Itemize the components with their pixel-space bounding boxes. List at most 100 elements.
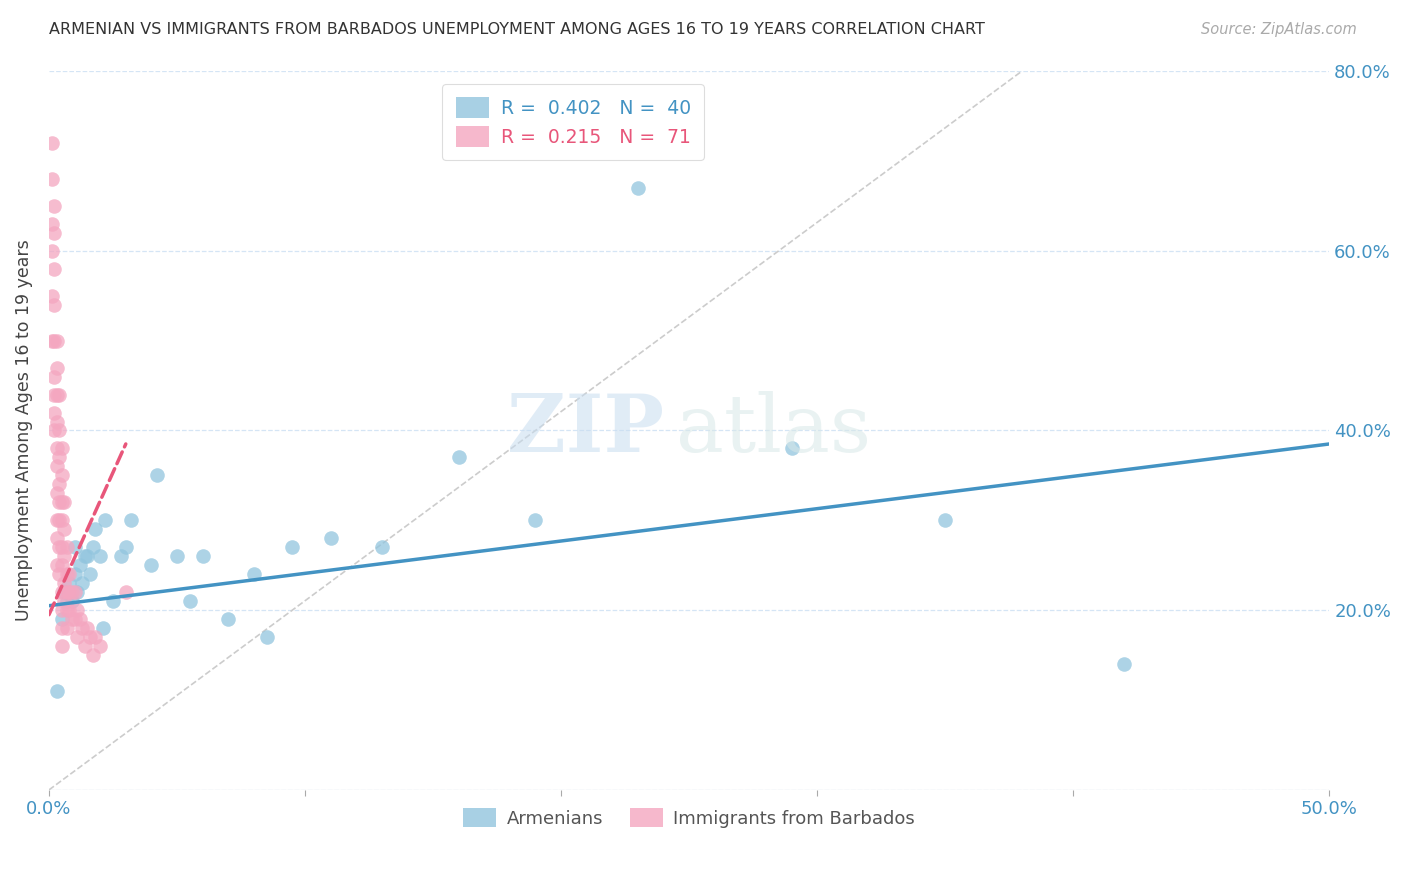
Point xyxy=(45,334,67,348)
Point xyxy=(63,585,86,599)
Text: Source: ZipAtlas.com: Source: ZipAtlas.com xyxy=(1201,22,1357,37)
Point xyxy=(120,513,142,527)
Point xyxy=(45,684,67,698)
Point xyxy=(780,442,803,456)
Point xyxy=(45,558,67,573)
Point xyxy=(110,549,132,564)
Point xyxy=(58,603,80,617)
Point xyxy=(53,594,76,608)
Point xyxy=(48,424,70,438)
Point xyxy=(51,639,73,653)
Point xyxy=(48,513,70,527)
Point xyxy=(48,477,70,491)
Point xyxy=(243,567,266,582)
Point xyxy=(82,648,104,662)
Point xyxy=(48,495,70,509)
Point xyxy=(41,244,63,258)
Point xyxy=(42,369,65,384)
Point xyxy=(84,630,107,644)
Point xyxy=(72,621,94,635)
Point xyxy=(45,415,67,429)
Point xyxy=(101,594,124,608)
Text: ARMENIAN VS IMMIGRANTS FROM BARBADOS UNEMPLOYMENT AMONG AGES 16 TO 19 YEARS CORR: ARMENIAN VS IMMIGRANTS FROM BARBADOS UNE… xyxy=(49,22,986,37)
Legend: Armenians, Immigrants from Barbados: Armenians, Immigrants from Barbados xyxy=(456,800,922,835)
Point xyxy=(56,594,79,608)
Point xyxy=(53,495,76,509)
Point xyxy=(72,576,94,591)
Y-axis label: Unemployment Among Ages 16 to 19 years: Unemployment Among Ages 16 to 19 years xyxy=(15,240,32,622)
Point xyxy=(217,612,239,626)
Point xyxy=(58,567,80,582)
Point xyxy=(41,217,63,231)
Point xyxy=(48,387,70,401)
Point xyxy=(1114,657,1136,672)
Point xyxy=(42,334,65,348)
Point xyxy=(51,621,73,635)
Point xyxy=(56,541,79,555)
Text: atlas: atlas xyxy=(676,392,872,469)
Point xyxy=(69,558,91,573)
Point xyxy=(48,567,70,582)
Point xyxy=(53,576,76,591)
Point xyxy=(63,612,86,626)
Point xyxy=(89,639,111,653)
Point xyxy=(66,585,89,599)
Point xyxy=(41,289,63,303)
Point xyxy=(94,513,117,527)
Point xyxy=(371,541,394,555)
Point xyxy=(63,541,86,555)
Point xyxy=(63,567,86,582)
Point xyxy=(114,541,136,555)
Point xyxy=(60,612,83,626)
Point xyxy=(166,549,188,564)
Point xyxy=(45,442,67,456)
Point xyxy=(82,541,104,555)
Point xyxy=(53,549,76,564)
Point xyxy=(53,522,76,536)
Point xyxy=(627,181,650,195)
Point xyxy=(60,585,83,599)
Point xyxy=(58,576,80,591)
Point xyxy=(42,387,65,401)
Point xyxy=(141,558,163,573)
Point xyxy=(51,558,73,573)
Point xyxy=(42,226,65,240)
Point xyxy=(51,468,73,483)
Point xyxy=(56,621,79,635)
Point xyxy=(145,468,167,483)
Point xyxy=(51,442,73,456)
Point xyxy=(84,522,107,536)
Point xyxy=(179,594,201,608)
Text: ZIP: ZIP xyxy=(506,392,664,469)
Point xyxy=(60,594,83,608)
Point xyxy=(42,405,65,419)
Point xyxy=(56,567,79,582)
Point xyxy=(69,612,91,626)
Point xyxy=(45,513,67,527)
Point xyxy=(41,136,63,150)
Point xyxy=(45,360,67,375)
Point xyxy=(256,630,278,644)
Point xyxy=(79,630,101,644)
Point xyxy=(91,621,114,635)
Point xyxy=(48,541,70,555)
Point xyxy=(66,630,89,644)
Point xyxy=(45,531,67,545)
Point xyxy=(89,549,111,564)
Point xyxy=(41,172,63,186)
Point xyxy=(45,459,67,474)
Point xyxy=(447,450,470,465)
Point xyxy=(79,567,101,582)
Point xyxy=(319,531,342,545)
Point xyxy=(281,541,304,555)
Point xyxy=(66,603,89,617)
Point xyxy=(934,513,956,527)
Point xyxy=(42,199,65,213)
Point xyxy=(76,549,98,564)
Point xyxy=(51,603,73,617)
Point xyxy=(114,585,136,599)
Point xyxy=(51,612,73,626)
Point xyxy=(76,621,98,635)
Point xyxy=(42,298,65,312)
Point xyxy=(73,549,96,564)
